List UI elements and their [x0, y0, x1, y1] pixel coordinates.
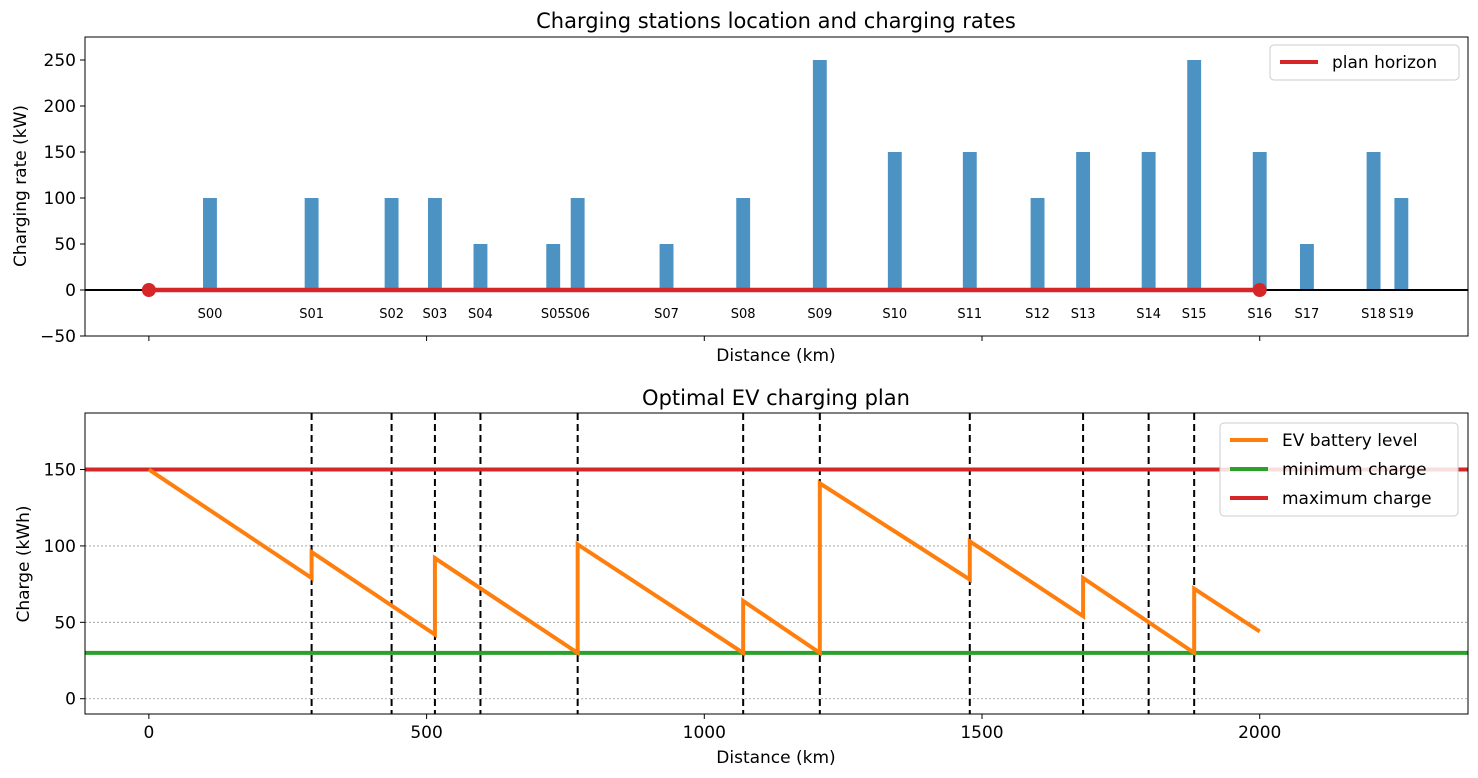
- top-plot-frame: [84, 36, 1469, 337]
- station-label-s17: S17: [1295, 307, 1320, 322]
- top-legend-box: [1269, 44, 1460, 81]
- station-bar-s04: [473, 244, 488, 290]
- bottom-x-axis-label: Distance (km): [716, 748, 835, 768]
- bottom-x-tick-label: 1500: [960, 723, 1003, 743]
- station-label-s05: S05: [541, 307, 566, 322]
- station-label-s07: S07: [654, 307, 679, 322]
- station-label-s03: S03: [423, 307, 448, 322]
- bottom-chart-title: Optimal EV charging plan: [642, 386, 910, 410]
- plan-horizon-legend-label: plan horizon: [1332, 53, 1437, 73]
- station-bar-s19: [1394, 198, 1409, 290]
- station-label-s00: S00: [198, 307, 223, 322]
- legend-label-minimum-charge: minimum charge: [1282, 460, 1427, 480]
- legend-label-maximum-charge: maximum charge: [1282, 489, 1432, 509]
- top-y-tick-label: 250: [44, 51, 76, 71]
- top-y-axis-label: Charging rate (kW): [11, 105, 31, 267]
- legend-label-ev-battery-level: EV battery level: [1282, 431, 1418, 451]
- top-x-axis-label: Distance (km): [716, 346, 835, 366]
- bottom-x-tick-label: 2000: [1238, 723, 1281, 743]
- plan-horizon-end-marker: [1252, 283, 1267, 297]
- station-label-s06: S06: [565, 307, 590, 322]
- station-bar-s03: [427, 198, 442, 290]
- top-x-ticks: [148, 336, 1261, 341]
- top-y-tick-label: 100: [44, 189, 76, 209]
- bottom-plot-frame: [84, 412, 1469, 715]
- station-bar-s09: [812, 60, 827, 290]
- bottom-y-tick-label: 100: [44, 537, 76, 557]
- station-bar-s06: [570, 198, 585, 290]
- bottom-x-tick-label: 500: [410, 723, 442, 743]
- station-label-s09: S09: [807, 307, 832, 322]
- charging-stop-lines: [310, 413, 1196, 714]
- battery-series: [147, 467, 1261, 657]
- station-label-s02: S02: [379, 307, 404, 322]
- plan-horizon-start-marker: [141, 283, 156, 297]
- station-label-s19: S19: [1389, 307, 1414, 322]
- station-bar-s02: [384, 198, 399, 290]
- top-legend: plan horizon: [1269, 44, 1460, 81]
- top-y-tick-label: 200: [44, 97, 76, 117]
- bottom-y-tick-label: 0: [65, 690, 76, 710]
- bottom-x-tick-label: 0: [143, 723, 154, 743]
- station-label-s12: S12: [1025, 307, 1050, 322]
- bottom-x-tick-label: 1000: [683, 723, 726, 743]
- stations-chart: Charging stations location and charging …: [11, 9, 1469, 366]
- bottom-y-axis: 0 50 100 150: [44, 461, 85, 710]
- station-bar-s14: [1141, 152, 1156, 290]
- bottom-y-tick-label: 50: [54, 613, 76, 633]
- station-bar-s10: [887, 152, 902, 290]
- bottom-legend-box: [1219, 422, 1459, 517]
- station-label-s14: S14: [1136, 307, 1161, 322]
- bottom-x-axis: 0 500 1000 1500 2000: [143, 714, 1281, 743]
- station-bar-s17: [1299, 244, 1314, 290]
- top-bars: [203, 60, 1409, 290]
- station-label-s01: S01: [299, 307, 324, 322]
- battery-level-line: [147, 467, 1261, 657]
- charging-plan-chart: Optimal EV charging plan 0 50 100 150 0 500 1…: [14, 386, 1469, 768]
- top-y-tick-label: −50: [40, 327, 76, 347]
- bottom-legend-entries: EV battery level minimum charge maximum ch…: [1230, 431, 1432, 509]
- station-label-s08: S08: [731, 307, 756, 322]
- station-bar-s00: [203, 198, 217, 290]
- station-bar-s15: [1187, 60, 1202, 290]
- top-y-tick-label: 150: [44, 143, 76, 163]
- station-bar-s13: [1076, 152, 1091, 290]
- top-y-tick-label: 50: [54, 235, 76, 255]
- station-bar-s11: [962, 152, 977, 290]
- bottom-y-axis-label: Charge (kWh): [14, 505, 34, 622]
- station-bar-s12: [1030, 198, 1045, 290]
- top-zero-layer: [85, 283, 1468, 297]
- station-label-s16: S16: [1247, 307, 1272, 322]
- top-chart-title: Charging stations location and charging …: [536, 9, 1016, 33]
- top-y-tick-label: 0: [65, 281, 76, 301]
- station-label-s13: S13: [1071, 307, 1096, 322]
- station-label-s11: S11: [957, 307, 982, 322]
- bottom-y-tick-label: 150: [44, 461, 76, 481]
- station-labels: S00 S01 S02 S03 S04 S05 S06 S07 S08 S09 S10 S11 S12 S…: [198, 307, 1414, 322]
- station-bar-s07: [659, 244, 674, 290]
- station-label-s10: S10: [882, 307, 907, 322]
- station-bar-s16: [1252, 152, 1267, 290]
- station-label-s04: S04: [468, 307, 493, 322]
- bottom-legend: EV battery level minimum charge maximum ch…: [1219, 422, 1459, 517]
- top-y-axis: −50 0 50 100 150 200 250: [40, 51, 85, 347]
- station-bar-s18: [1366, 152, 1381, 290]
- station-bar-s01: [304, 198, 319, 290]
- station-bar-s05: [546, 244, 561, 290]
- station-label-s15: S15: [1182, 307, 1207, 322]
- station-bar-s08: [736, 198, 751, 290]
- station-label-s18: S18: [1361, 307, 1386, 322]
